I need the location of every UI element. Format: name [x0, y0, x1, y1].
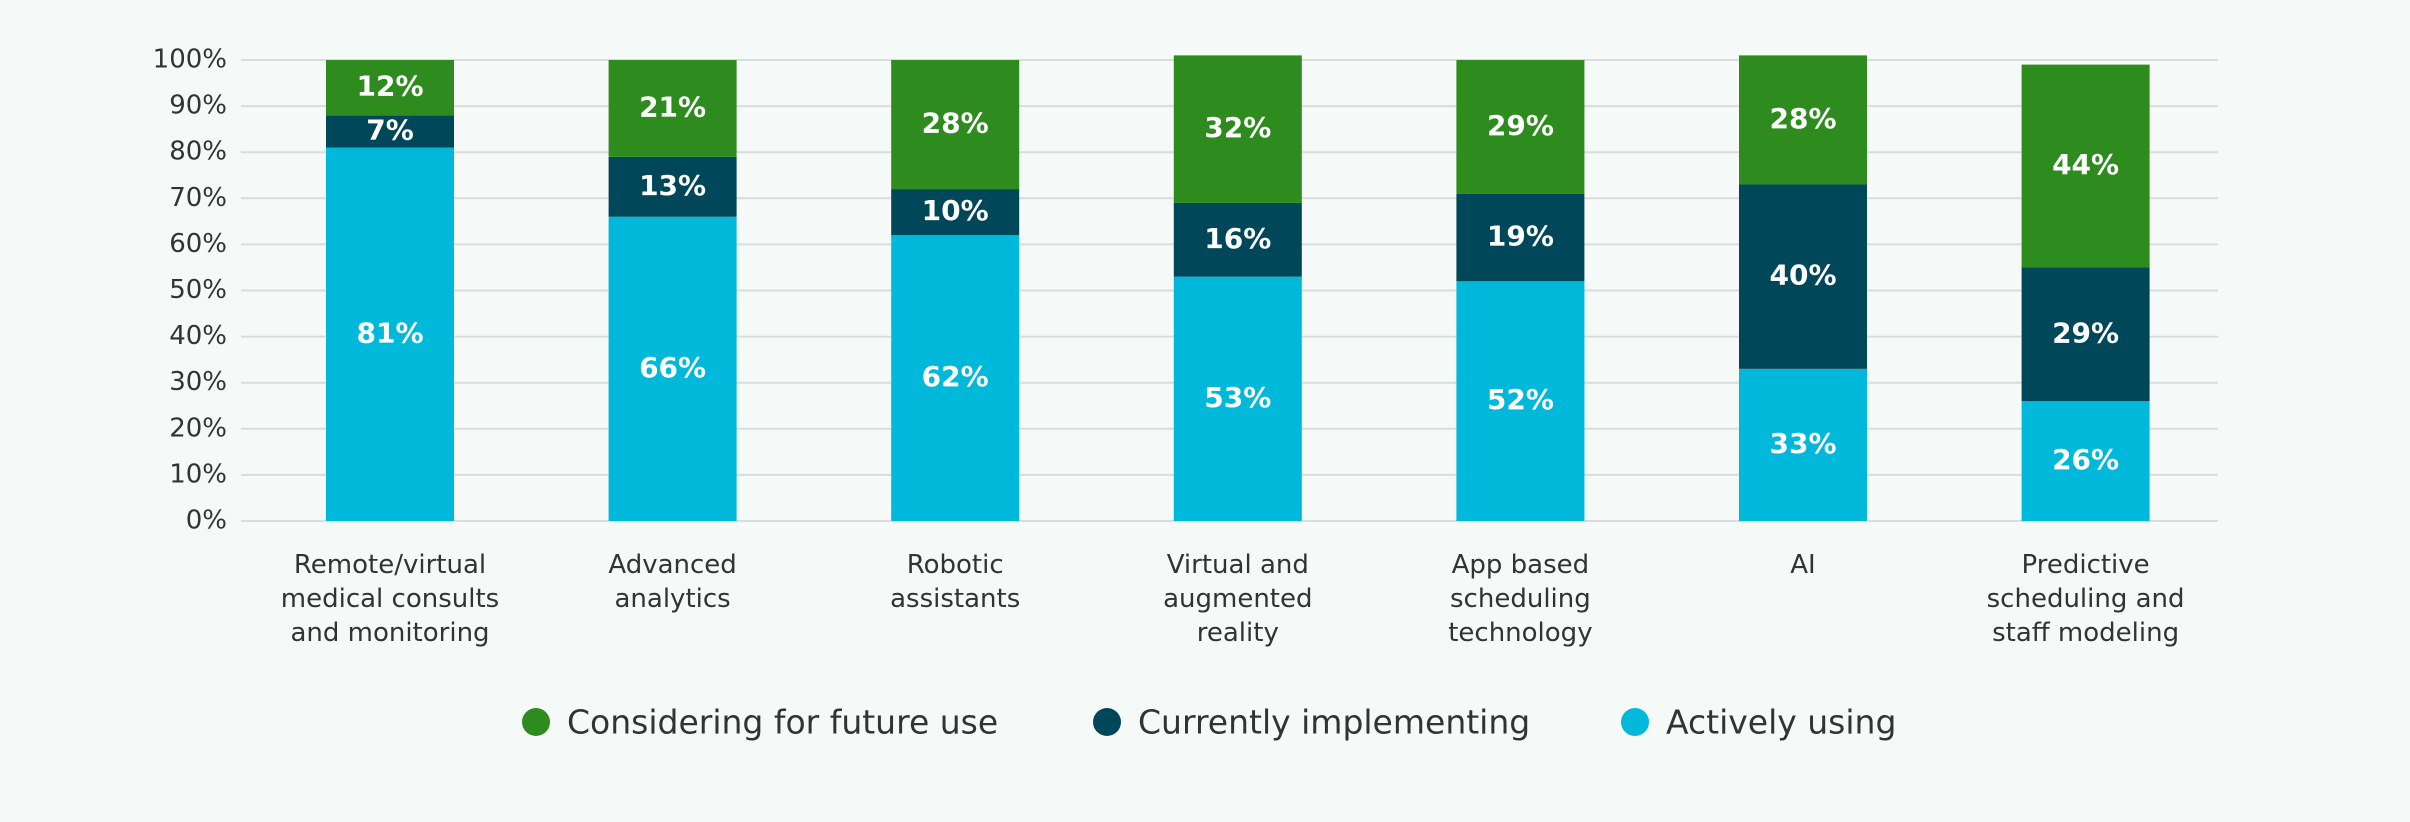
y-tick-label: 80% [169, 137, 227, 167]
y-tick-label: 60% [169, 229, 227, 259]
bar-segment [2021, 401, 2150, 521]
legend-label: Considering for future use [567, 703, 998, 742]
bar-segment [891, 189, 1020, 236]
legend-label: Actively using [1666, 703, 1896, 742]
x-tick-label: Predictive scheduling and staff modeling [1986, 550, 2185, 648]
y-tick-label: 50% [169, 275, 227, 305]
data-label: 19% [1487, 219, 1554, 252]
y-tick-label: 20% [169, 413, 227, 443]
x-tick-label: Advanced analytics [608, 550, 737, 614]
data-label: 44% [2052, 148, 2119, 181]
bar-segment [2021, 267, 2150, 402]
bar-segment [1173, 276, 1302, 521]
data-label: 7% [366, 113, 414, 146]
x-tick-label: Virtual and augmented reality [1163, 550, 1313, 648]
legend-label: Currently implementing [1138, 703, 1530, 742]
bar-segment [1456, 60, 1585, 194]
x-tick-label: Robotic assistants [890, 550, 1021, 614]
y-tick-label: 100% [153, 45, 227, 75]
y-tick-label: 10% [169, 459, 227, 489]
bar-segment [891, 235, 1020, 521]
data-label: 29% [2052, 316, 2119, 349]
x-tick-label: Remote/virtual medical consults and moni… [280, 550, 500, 648]
bar-segment [1456, 193, 1585, 282]
data-label: 16% [1204, 222, 1271, 255]
bar-segment [1173, 202, 1302, 277]
bar-segment [1739, 55, 1867, 185]
data-label: 29% [1487, 109, 1554, 142]
y-tick-label: 30% [169, 367, 227, 397]
bar-segment [608, 216, 737, 522]
bar-segment [2021, 64, 2150, 268]
bar-segment [326, 115, 454, 148]
bar-segment [608, 60, 737, 157]
y-tick-label: 0% [186, 506, 227, 536]
data-label: 21% [639, 90, 706, 123]
y-tick-label: 70% [169, 183, 227, 213]
data-label: 62% [922, 360, 989, 393]
data-label: 33% [1769, 427, 1836, 460]
y-tick-label: 90% [169, 91, 227, 121]
bar-segment [1456, 281, 1585, 521]
data-label: 26% [2052, 443, 2119, 476]
legend-marker [1621, 708, 1649, 736]
data-label: 28% [922, 107, 989, 140]
legend-marker [1093, 708, 1121, 736]
bar-segment [326, 147, 454, 521]
data-label: 66% [639, 351, 706, 384]
data-label: 81% [356, 316, 423, 349]
data-label: 13% [639, 169, 706, 202]
data-label: 32% [1204, 111, 1271, 144]
data-label: 52% [1487, 383, 1554, 416]
x-tick-label: AI [1790, 550, 1816, 580]
data-label: 53% [1204, 381, 1271, 414]
data-label: 28% [1769, 102, 1836, 135]
bar-segment [608, 156, 737, 217]
bar-segment [891, 60, 1020, 190]
legend-marker [522, 708, 550, 736]
y-tick-label: 40% [169, 321, 227, 351]
bar-segment [326, 60, 454, 116]
data-label: 40% [1769, 259, 1836, 292]
data-label: 10% [922, 194, 989, 227]
bar-segment [1739, 368, 1867, 521]
x-tick-label: App based scheduling technology [1448, 550, 1593, 648]
data-label: 12% [356, 70, 423, 103]
bar-segment [1173, 55, 1302, 203]
bar-segment [1739, 184, 1867, 369]
